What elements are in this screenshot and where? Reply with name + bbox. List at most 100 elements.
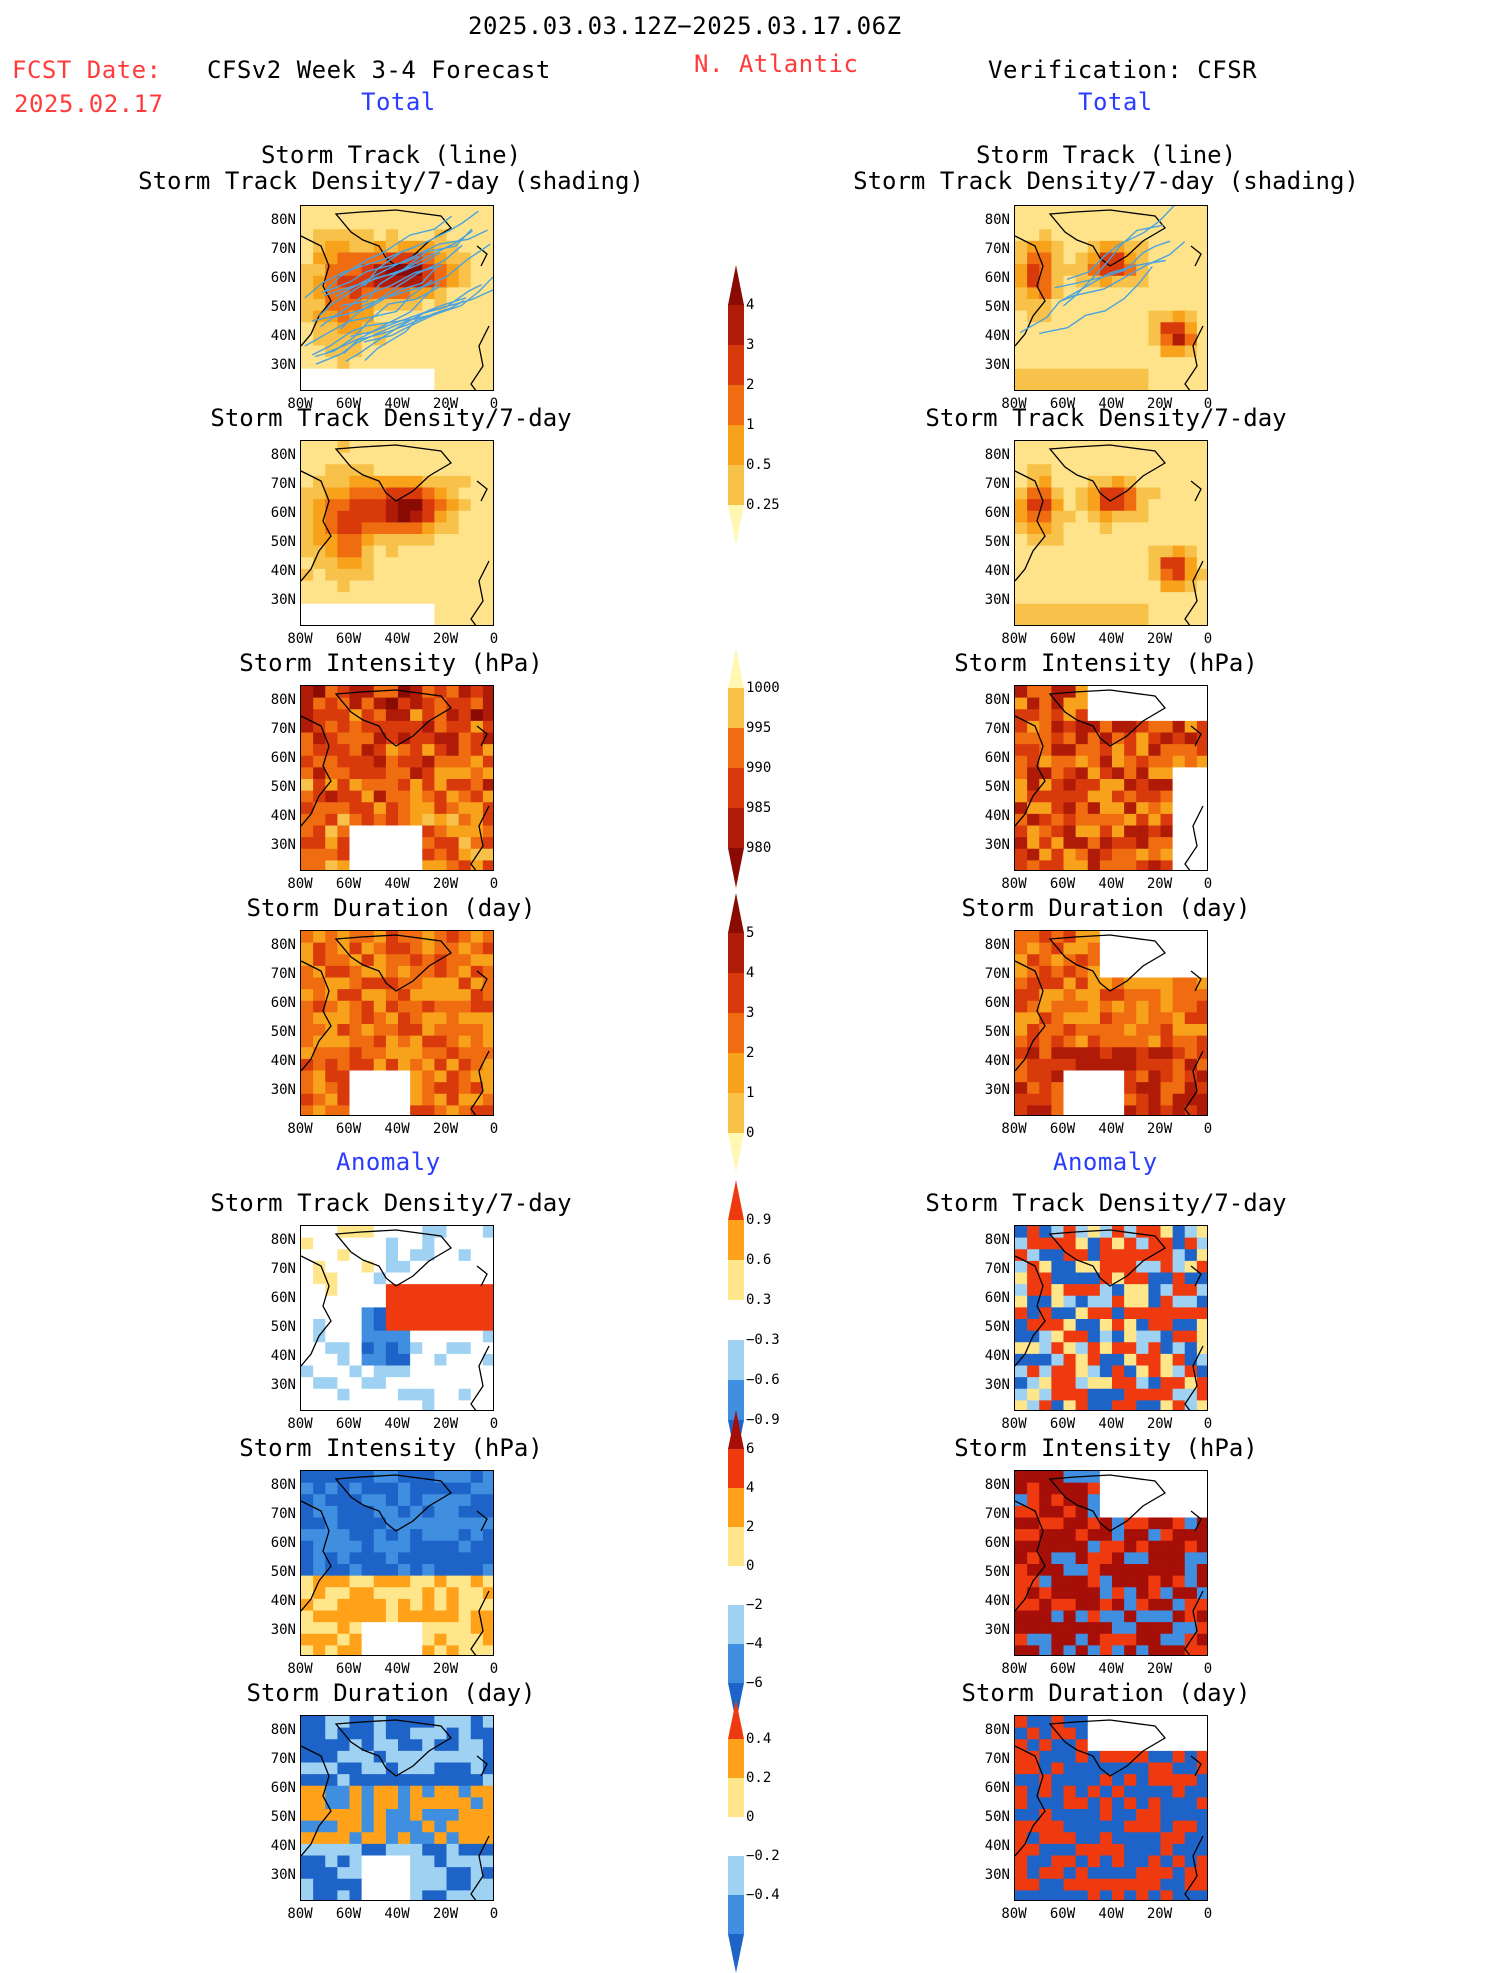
grid-cell [1148, 1622, 1162, 1635]
grid-cell [1087, 1774, 1101, 1787]
grid-cell [1051, 755, 1065, 768]
grid-cell [1063, 1047, 1077, 1060]
grid-cell [385, 1867, 399, 1880]
grid-cell [1196, 1785, 1207, 1798]
grid-cell [470, 1307, 484, 1320]
grid-cell [1196, 813, 1207, 827]
date-range-title: 2025.03.03.12Z−2025.03.17.06Z [468, 12, 902, 40]
grid-cell [1112, 697, 1125, 710]
grid-cell [325, 1598, 338, 1612]
grid-cell [1160, 522, 1174, 535]
grid-cell [313, 931, 326, 944]
grid-cell [373, 1774, 387, 1787]
map-field [301, 686, 493, 870]
grid-cell [470, 732, 484, 745]
grid-cell [325, 779, 338, 792]
grid-cell [1124, 568, 1137, 582]
grid-cell [349, 1855, 363, 1868]
grid-cell [1124, 357, 1137, 370]
grid-cell [301, 848, 314, 861]
grid-cell [373, 1843, 387, 1857]
grid-cell [1063, 1400, 1077, 1410]
grid-cell [410, 1867, 423, 1880]
grid-cell [337, 709, 351, 722]
grid-cell [1148, 1260, 1162, 1274]
grid-cell [385, 1000, 399, 1013]
grid-cell [301, 217, 314, 230]
grid-cell [1087, 1070, 1101, 1083]
grid-cell [1148, 1082, 1162, 1095]
grid-cell [1027, 977, 1040, 990]
grid-cell [458, 755, 472, 768]
grid-cell [398, 1388, 411, 1401]
grid-cell [361, 615, 375, 625]
grid-cell [1136, 615, 1149, 625]
grid-cell [1124, 1365, 1137, 1378]
grid-cell [446, 1082, 460, 1095]
grid-cell [422, 1307, 435, 1320]
grid-cell [373, 1552, 387, 1565]
grid-cell [325, 487, 338, 500]
grid-cell [1196, 1610, 1207, 1623]
grid-cell [1184, 1785, 1198, 1798]
grid-cell [361, 368, 375, 381]
lat-tick-label: 80N [270, 212, 296, 228]
grid-cell [1196, 380, 1207, 390]
grid-cell [1063, 299, 1077, 312]
grid-cell [1124, 310, 1137, 323]
grid-cell [313, 1284, 326, 1297]
map-panel-dur-ver [1014, 930, 1208, 1116]
grid-cell [1136, 464, 1149, 477]
grid-cell [446, 333, 460, 347]
grid-cell [446, 499, 460, 512]
grid-cell [458, 252, 472, 265]
grid-cell [1160, 1093, 1174, 1106]
grid-cell [1087, 1024, 1101, 1037]
lat-tick-label: 70N [984, 966, 1010, 982]
grid-cell [482, 1249, 493, 1262]
grid-cell [398, 217, 411, 230]
grid-cell [470, 1739, 484, 1752]
grid-cell [1087, 345, 1101, 358]
grid-cell [325, 1855, 338, 1868]
grid-cell [410, 1843, 423, 1857]
grid-cell [1112, 1867, 1125, 1880]
grid-cell [1087, 592, 1101, 605]
grid-cell [1124, 1047, 1137, 1060]
grid-cell [349, 510, 363, 523]
grid-cell [422, 1540, 435, 1553]
grid-cell [1063, 1785, 1077, 1798]
grid-cell [410, 1587, 423, 1600]
grid-cell [1099, 1633, 1113, 1646]
grid-cell [482, 720, 493, 734]
grid-cell [422, 802, 435, 815]
grid-cell [482, 1260, 493, 1274]
grid-cell [470, 1867, 484, 1880]
grid-cell [458, 206, 472, 219]
grid-cell [1136, 744, 1149, 757]
grid-cell [373, 1342, 387, 1355]
grid-cell [1160, 954, 1174, 967]
grid-cell [410, 837, 423, 850]
grid-cell [1196, 1035, 1207, 1048]
grid-cell [1124, 1739, 1137, 1752]
grid-cell [1124, 1482, 1137, 1495]
grid-cell [1087, 1353, 1101, 1367]
colorbar-label: 1 [746, 417, 755, 433]
grid-cell [1184, 1330, 1198, 1343]
grid-cell [1051, 1342, 1065, 1355]
colorbar-swatch [728, 1566, 744, 1605]
grid-cell [1051, 1633, 1065, 1646]
grid-cell [470, 1249, 484, 1262]
grid-cell [349, 1867, 363, 1880]
grid-cell [1172, 1517, 1186, 1530]
grid-cell [1015, 310, 1028, 323]
grid-cell [385, 206, 399, 219]
grid-cell [1051, 813, 1065, 827]
grid-cell [1051, 1353, 1065, 1367]
grid-cell [1063, 452, 1077, 465]
lon-tick-label: 80W [1001, 396, 1027, 412]
grid-cell [410, 357, 423, 370]
grid-cell [1075, 487, 1089, 500]
grid-cell [1015, 848, 1028, 861]
